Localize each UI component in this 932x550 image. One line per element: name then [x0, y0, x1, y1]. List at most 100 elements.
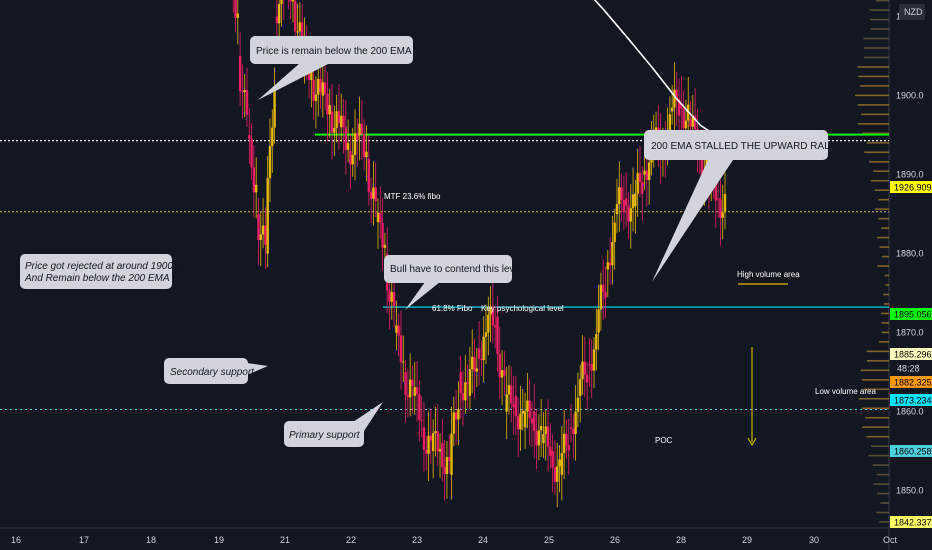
candle-body: [268, 145, 272, 179]
timer-text: 48:28: [897, 364, 920, 374]
candle-body: [484, 332, 488, 337]
time-tick: 22: [346, 535, 356, 545]
candle-body: [682, 108, 685, 129]
candle-body: [314, 94, 318, 101]
candle-body: [250, 139, 253, 168]
volume-bar: [865, 416, 889, 419]
candle-body: [381, 222, 384, 248]
volume-bar: [882, 255, 889, 258]
candle-body: [445, 457, 449, 474]
candle-body: [413, 387, 416, 396]
candle-body: [406, 394, 410, 398]
candle-body: [634, 193, 637, 207]
callout-ema-text: Price is remain below the 200 EMA: [256, 46, 412, 57]
volume-bar: [857, 123, 889, 125]
candle-body: [556, 466, 559, 482]
candle-body: [539, 425, 543, 431]
volume-bar: [879, 521, 889, 523]
volume-bar: [862, 426, 889, 428]
candle-body: [473, 356, 476, 372]
volume-bar: [878, 341, 889, 343]
candle-body: [553, 467, 557, 482]
volume-bar: [881, 322, 889, 324]
candle-body: [618, 187, 621, 205]
volume-bar: [877, 265, 889, 267]
candle-body: [420, 419, 423, 421]
candle-body: [477, 348, 481, 359]
volume-bar: [870, 28, 889, 30]
key-level-label: Key psychological level: [481, 304, 564, 313]
candle-body: [264, 225, 267, 245]
volume-bar: [859, 85, 889, 87]
candle-body: [408, 379, 412, 398]
candle-body: [588, 364, 591, 366]
volume-bar: [883, 303, 889, 305]
candle-body: [631, 194, 635, 209]
candle-body: [523, 411, 527, 428]
candle-body: [243, 90, 246, 93]
volume-bar: [861, 407, 889, 410]
volume-bar: [875, 0, 889, 2]
candle-body: [280, 0, 283, 5]
candle-body: [592, 349, 596, 371]
volume-bar: [870, 445, 889, 447]
candle-body: [558, 459, 561, 467]
down-arrow-marker: [747, 347, 757, 447]
candle-body: [349, 150, 352, 165]
candle-body: [693, 115, 697, 130]
candle-body: [436, 431, 439, 452]
callout-bull-text: Bull have to contend this level: [390, 264, 522, 275]
candle-body: [411, 379, 414, 386]
volume-bar: [873, 483, 889, 485]
candle-body: [500, 370, 504, 378]
volume-bar: [872, 464, 889, 466]
candle-body: [418, 394, 421, 420]
price-tag-text: 1842.337: [894, 518, 932, 528]
volume-bar: [858, 397, 889, 400]
candle-body: [613, 222, 616, 242]
volume-bar: [867, 360, 889, 362]
candle-body: [457, 408, 460, 420]
candle-body: [590, 364, 593, 371]
callout-secondary-text: Secondary support: [170, 367, 255, 378]
candle-body: [372, 187, 375, 199]
currency-badge[interactable]: [899, 4, 925, 20]
volume-bar: [861, 113, 889, 116]
price-axis[interactable]: [889, 0, 932, 550]
time-tick-labels: 16 17 18 19 21 22 23 24 25 26 28 29 30 Oct: [11, 535, 898, 545]
candle-body: [572, 428, 575, 434]
volume-bar: [868, 454, 889, 457]
candle-body: [581, 361, 584, 380]
candles: [232, 0, 727, 508]
time-tick: 25: [544, 535, 554, 545]
price-tick: 1850.0: [896, 486, 924, 496]
volume-bar: [863, 388, 889, 391]
price-tag-text: 1882.325: [894, 378, 932, 388]
candle-body: [583, 361, 587, 375]
candle-body: [700, 156, 704, 179]
volume-bar: [878, 198, 889, 201]
volume-bar: [869, 9, 889, 11]
candle-body: [480, 358, 483, 361]
candle-body: [461, 393, 465, 401]
candle-body: [298, 22, 302, 32]
volume-bar: [860, 369, 889, 372]
candle-body: [360, 123, 364, 134]
callout-rejected: Price got rejected at around 1900.00 And…: [20, 254, 187, 289]
candle-body: [367, 158, 370, 192]
candle-body: [340, 115, 343, 128]
volume-bar: [863, 47, 889, 49]
candle-body: [482, 336, 485, 361]
candle-body: [369, 191, 373, 199]
candle-body: [475, 368, 479, 372]
candle-body: [289, 0, 292, 2]
candle-body: [514, 395, 518, 417]
candle-body: [487, 314, 490, 333]
volume-profile: [855, 0, 889, 523]
price-tag: [890, 376, 932, 388]
candle-body: [579, 379, 582, 396]
candle-body: [464, 382, 467, 401]
candle-body: [310, 70, 313, 81]
price-tick: 1860.0: [896, 407, 924, 417]
